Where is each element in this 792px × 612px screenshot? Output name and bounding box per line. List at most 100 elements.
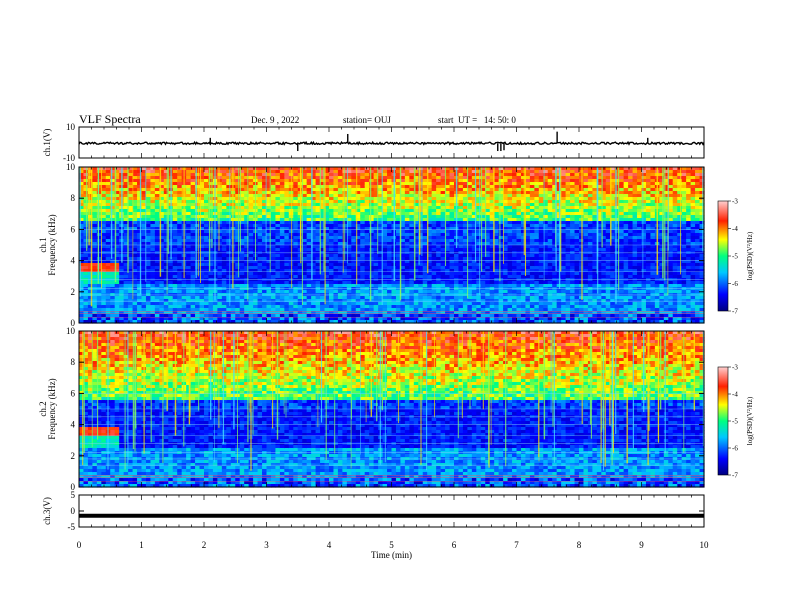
spectrum-cell	[145, 281, 152, 285]
spectrum-cell	[186, 215, 192, 219]
spectrum-cell	[199, 176, 205, 180]
spectrum-cell	[105, 206, 111, 210]
spectrum-cell	[195, 224, 201, 228]
spectrum-cell	[217, 185, 223, 189]
spectrum-cell	[79, 317, 85, 321]
spectrum-cell	[163, 266, 169, 270]
spectrum-cell	[79, 194, 85, 198]
spectrum-cell	[226, 212, 232, 216]
spectrum-cell	[199, 167, 205, 171]
spectrum-cell	[141, 212, 147, 216]
spectrum-cell	[204, 212, 210, 216]
spectrum-cell	[204, 209, 210, 213]
spectrum-cell	[92, 212, 98, 216]
spectrum-cell	[83, 263, 89, 267]
spectrum-cell	[186, 275, 192, 279]
spectrum-cell	[190, 233, 196, 237]
spectrum-cell	[186, 233, 192, 237]
spectrum-cell	[79, 221, 85, 225]
spectrum-cell	[92, 305, 98, 309]
spectrum-cell	[159, 260, 165, 264]
spectrum-cell	[204, 257, 210, 261]
spectrum-cell	[154, 284, 160, 288]
spectrum-cell	[235, 197, 241, 201]
spectrum-cell	[123, 170, 129, 174]
spectrum-cell	[96, 191, 102, 195]
spectrum-cell	[195, 314, 201, 318]
spectrum-cell	[199, 257, 205, 261]
spectrum-cell	[83, 314, 89, 318]
spectrum-cell	[177, 278, 183, 282]
spectrum-cell	[145, 290, 152, 294]
spectrum-cell	[181, 308, 187, 312]
spectrum-cell	[79, 281, 85, 285]
spectrum-cell	[96, 284, 102, 288]
spectrum-cell	[150, 269, 156, 273]
spectrum-cell	[132, 281, 138, 285]
spectrum-cell	[137, 320, 143, 324]
spectrum-cell	[195, 305, 201, 309]
spectrum-cell	[208, 305, 214, 309]
spectrum-cell	[154, 314, 160, 318]
spectrum-cell	[208, 230, 214, 234]
spectrum-cell	[154, 290, 160, 294]
spectrum-cell	[137, 200, 143, 204]
spectrum-cell	[92, 308, 98, 312]
spectrum-cell	[101, 296, 107, 300]
spectrum-cell	[159, 269, 165, 273]
spectrum-cell	[92, 302, 98, 306]
spectrum-cell	[199, 188, 205, 192]
spectrum-cell	[163, 227, 169, 231]
spectrum-cell	[137, 242, 143, 246]
spectrum-cell	[199, 230, 205, 234]
spectrum-cell	[208, 266, 214, 270]
spectrum-cell	[132, 317, 138, 321]
spectrum-cell	[145, 173, 152, 177]
spectrum-cell	[163, 236, 169, 240]
spectrum-cell	[145, 212, 152, 216]
spectrum-cell	[199, 308, 205, 312]
spectrum-cell	[208, 254, 214, 258]
spectrum-cell	[172, 248, 178, 252]
spectrum-cell	[128, 284, 134, 288]
spectrum-cell	[101, 179, 107, 183]
spectrum-cell	[172, 203, 178, 207]
spectrum-cell	[190, 185, 196, 189]
spectrum-cell	[150, 185, 156, 189]
spectrum-cell	[226, 314, 232, 318]
spectrum-cell	[168, 260, 174, 264]
spectrum-cell	[177, 185, 183, 189]
spectrum-cell	[96, 215, 102, 219]
spectrum-cell	[159, 176, 165, 180]
spectrum-cell	[230, 314, 236, 318]
spectrum-cell	[150, 203, 156, 207]
spectrum-cell	[110, 302, 116, 306]
spectrum-cell	[114, 275, 120, 279]
spectrum-cell	[141, 203, 147, 207]
spectrum-cell	[208, 311, 214, 315]
spectrum-cell	[110, 284, 116, 288]
spectrum-cell	[212, 320, 218, 324]
spectrum-cell	[145, 230, 152, 234]
spectrum-cell	[168, 314, 174, 318]
spectrum-cell	[141, 188, 147, 192]
spectrum-cell	[141, 185, 147, 189]
spectrum-cell	[114, 272, 120, 276]
spectrum-cell	[128, 296, 134, 300]
spectrum-cell	[195, 254, 201, 258]
spectrum-cell	[137, 311, 143, 315]
spectrum-cell	[159, 197, 165, 201]
spectrum-cell	[96, 281, 102, 285]
spectrum-cell	[154, 302, 160, 306]
spectrum-cell	[145, 167, 152, 171]
spectrum-cell	[199, 239, 205, 243]
spectrum-cell	[235, 194, 241, 198]
spectrum-cell	[226, 185, 232, 189]
spectrum-cell	[137, 317, 143, 321]
spectrum-cell	[114, 218, 120, 222]
spectrum-cell	[105, 236, 111, 240]
spectrum-cell	[105, 302, 111, 306]
spectrum-cell	[141, 296, 147, 300]
spectrum-cell	[177, 239, 183, 243]
spectrum-cell	[123, 230, 129, 234]
